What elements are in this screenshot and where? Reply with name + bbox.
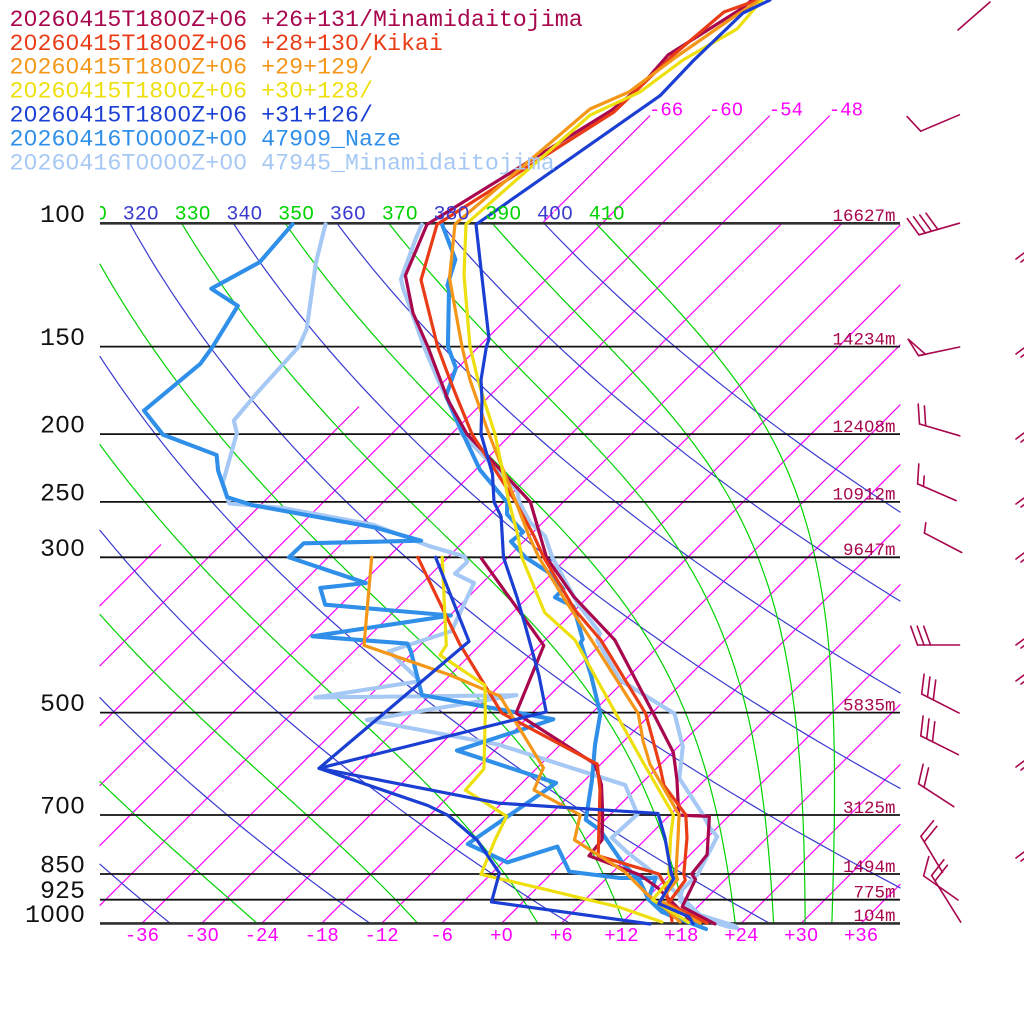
svg-text:-24: -24 [245,925,279,947]
svg-text:3125m: 3125m [843,799,896,819]
svg-text:+36: +36 [844,925,878,947]
svg-text:1000: 1000 [25,901,85,930]
svg-text:9647m: 9647m [843,541,896,561]
svg-text:20260415T1800Z+06 +29+129/: 20260415T1800Z+06 +29+129/ [10,55,374,81]
svg-text:370: 370 [382,204,418,227]
svg-text:-36: -36 [125,925,159,947]
svg-text:150: 150 [40,324,85,353]
svg-text:-60: -60 [709,100,743,122]
svg-text:-6: -6 [430,925,453,947]
svg-text:-18: -18 [305,925,339,947]
svg-text:360: 360 [330,204,366,227]
svg-text:400: 400 [537,204,573,227]
svg-text:340: 340 [226,204,262,227]
svg-text:10912m: 10912m [832,486,895,506]
svg-text:5835m: 5835m [843,696,896,716]
svg-text:14234m: 14234m [832,330,895,350]
svg-text:+24: +24 [724,925,758,947]
svg-text:20260416T0000Z+00 47945_Minami: 20260416T0000Z+00 47945_Minamidaitojima [10,150,555,176]
svg-text:410: 410 [589,204,625,227]
svg-text:310: 310 [71,204,107,227]
svg-text:+30: +30 [784,925,818,947]
svg-text:320: 320 [123,204,159,227]
svg-text:-66: -66 [649,100,683,122]
svg-text:330: 330 [175,204,211,227]
svg-text:380: 380 [433,204,469,227]
svg-text:-54: -54 [769,100,803,122]
svg-text:12408m: 12408m [832,418,895,438]
svg-text:+6: +6 [550,925,573,947]
svg-text:16627m: 16627m [832,207,895,227]
svg-text:20260415T1800Z+06 +31+126/: 20260415T1800Z+06 +31+126/ [10,103,374,129]
svg-text:20260415T1800Z+06 +26+131/Mina: 20260415T1800Z+06 +26+131/Minamidaitojim… [10,7,583,33]
svg-text:775m: 775m [853,884,895,904]
svg-text:104m: 104m [853,907,895,927]
svg-text:-48: -48 [829,100,863,122]
svg-text:850: 850 [40,852,85,881]
svg-text:250: 250 [40,479,85,508]
svg-text:+0: +0 [490,925,513,947]
svg-text:-12: -12 [364,925,398,947]
svg-text:20260415T1800Z+06 +30+128/: 20260415T1800Z+06 +30+128/ [10,79,374,105]
svg-text:1494m: 1494m [843,858,896,878]
svg-text:-30: -30 [185,925,219,947]
svg-text:390: 390 [485,204,521,227]
svg-text:20260416T0000Z+00 47909_Naze: 20260416T0000Z+00 47909_Naze [10,127,401,153]
svg-text:20260415T1800Z+06 +28+130/Kika: 20260415T1800Z+06 +28+130/Kikai [10,31,443,57]
svg-text:+12: +12 [604,925,638,947]
svg-text:+18: +18 [664,925,698,947]
svg-text:925: 925 [40,877,85,906]
svg-text:350: 350 [278,204,314,227]
